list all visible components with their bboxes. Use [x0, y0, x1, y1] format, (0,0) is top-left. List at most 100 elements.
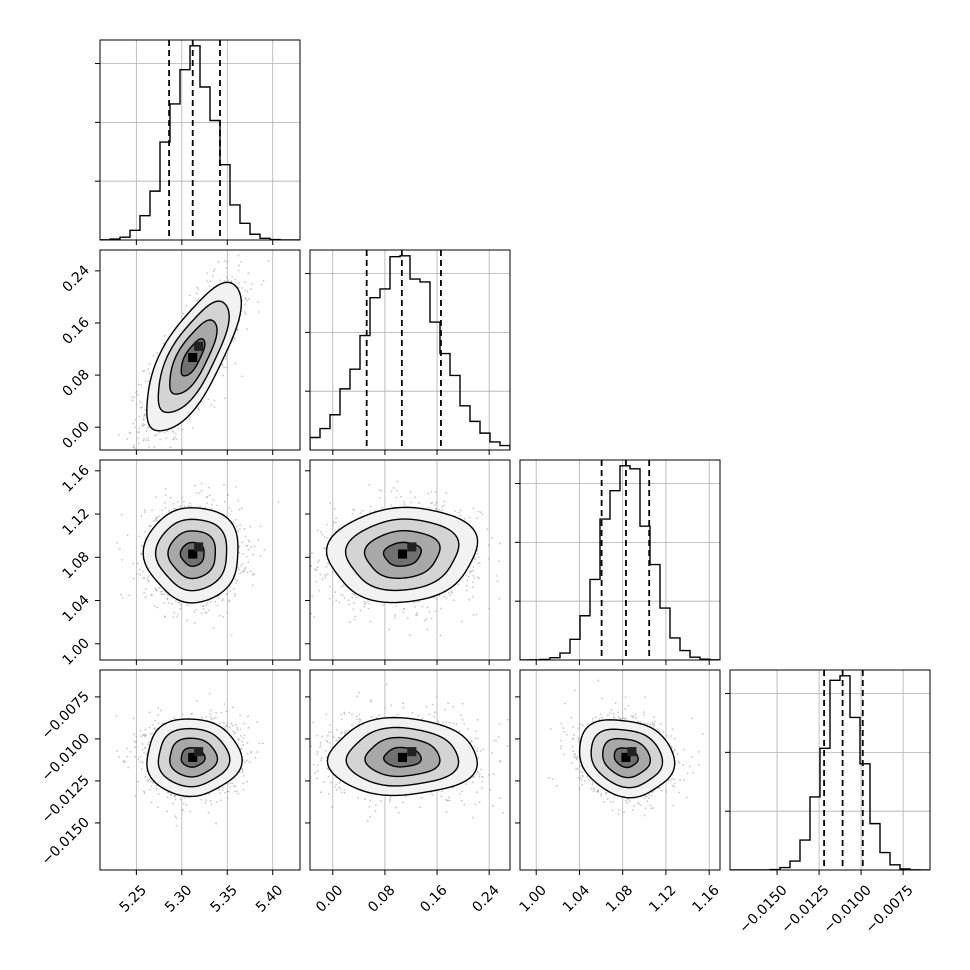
scatter-point [157, 707, 160, 710]
scatter-point [327, 768, 330, 771]
scatter-point [242, 782, 245, 785]
scatter-point [225, 276, 228, 279]
scatter-point [229, 585, 232, 588]
scatter-point [415, 612, 418, 614]
scatter-point [651, 791, 654, 794]
scatter-point [247, 715, 249, 718]
scatter-point [204, 611, 206, 614]
contour-line [602, 737, 652, 779]
scatter-point [228, 507, 231, 509]
scatter-point [248, 297, 251, 300]
density-peak [621, 752, 631, 762]
scatter-point [242, 774, 245, 777]
scatter-point [441, 509, 444, 512]
scatter-point [320, 757, 323, 760]
scatter-point [324, 574, 327, 576]
scatter-point [649, 804, 652, 807]
scatter-point [147, 380, 150, 383]
scatter-point [141, 743, 144, 745]
scatter-point [452, 722, 455, 725]
scatter-point [173, 795, 176, 798]
scatter-point [378, 496, 381, 499]
y-tick-label: 1.04 [59, 592, 92, 625]
scatter-point [136, 431, 139, 433]
scatter-point [468, 598, 471, 601]
scatter-point [241, 541, 244, 544]
scatter-point [334, 591, 337, 594]
scatter-point [257, 539, 260, 542]
scatter-point [158, 586, 161, 589]
scatter-point [637, 720, 640, 723]
scatter-point [129, 750, 132, 753]
scatter-point [303, 774, 305, 776]
scatter-point [151, 724, 154, 726]
scatter-point [590, 787, 593, 790]
scatter-point [233, 784, 235, 787]
scatter-point [333, 507, 336, 510]
scatter-point [238, 545, 241, 548]
scatter-point [339, 593, 342, 596]
scatter-point [369, 511, 372, 514]
scatter-point [651, 795, 653, 797]
axes-frame [729, 669, 931, 871]
scatter-point [216, 604, 219, 607]
scatter-point [344, 731, 346, 734]
scatter-point [409, 634, 412, 636]
scatter-point [179, 608, 181, 610]
scatter-point [478, 801, 481, 804]
contour-line [146, 281, 243, 432]
scatter-point [172, 616, 175, 619]
scatter-point [613, 795, 616, 797]
scatter-point [125, 747, 128, 750]
scatter-point [121, 558, 123, 561]
scatter-point [197, 288, 200, 291]
scatter-point [356, 718, 359, 721]
density-peak [627, 747, 637, 757]
contour-line [146, 718, 243, 798]
scatter-point [134, 418, 137, 421]
scatter-point [348, 711, 351, 714]
scatter-point [144, 596, 147, 598]
scatter-point [245, 544, 248, 547]
scatter-point [312, 763, 315, 766]
scatter-point [211, 503, 213, 506]
scatter-point [222, 616, 225, 618]
scatter-point [335, 521, 337, 524]
density-peak [407, 542, 417, 552]
scatter-point [234, 278, 237, 281]
scatter-point [418, 600, 420, 603]
scatter-point [435, 695, 438, 698]
scatter-point [394, 614, 397, 617]
scatter-point [394, 616, 396, 619]
scatter-point [213, 268, 216, 271]
scatter-point [447, 796, 450, 799]
scatter-point [240, 735, 242, 737]
scatter-point [339, 780, 341, 783]
scatter-point [204, 802, 207, 804]
scatter-point [259, 555, 262, 557]
scatter-point [564, 702, 566, 705]
scatter-point [664, 789, 667, 791]
scatter-point [330, 731, 332, 734]
scatter-point [303, 587, 305, 589]
scatter-point [238, 282, 241, 285]
scatter-point [335, 789, 338, 791]
scatter-point [144, 735, 147, 738]
scatter-point [222, 786, 225, 789]
scatter-point [626, 802, 629, 804]
scatter-point [117, 433, 120, 436]
scatter-point [244, 313, 247, 315]
scatter-point [223, 366, 225, 369]
scatter-point [389, 796, 392, 799]
scatter-point [242, 737, 245, 740]
scatter-point [646, 722, 649, 725]
scatter-point [220, 711, 223, 714]
scatter-point [433, 715, 435, 718]
scatter-point [370, 699, 373, 702]
scatter-point [342, 584, 345, 587]
scatter-point [390, 490, 393, 493]
scatter-point [478, 773, 481, 776]
scatter-point [136, 390, 138, 393]
scatter-point [575, 767, 578, 770]
scatter-point [118, 548, 121, 550]
